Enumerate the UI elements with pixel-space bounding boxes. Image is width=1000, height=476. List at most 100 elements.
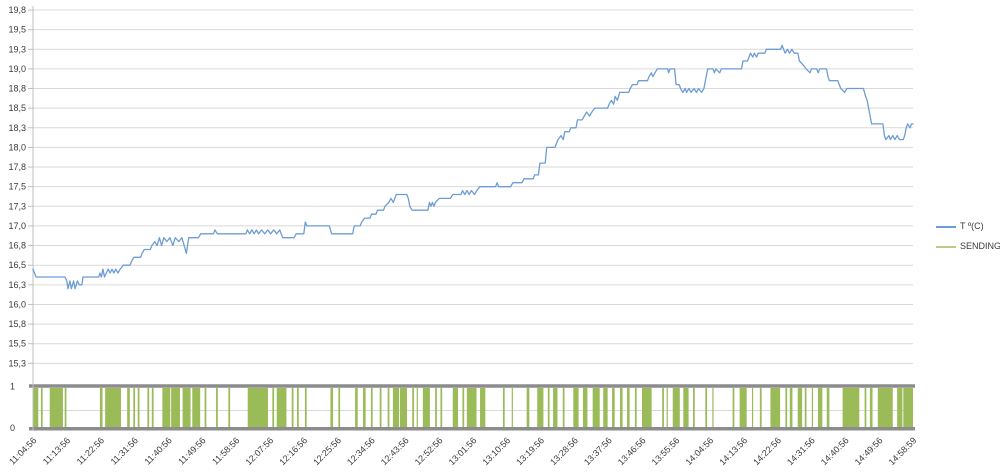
sending-bar [693, 388, 695, 427]
sending-bar [634, 388, 637, 427]
sending-bar [338, 388, 341, 427]
legend-item-temperature: T º(C) [936, 221, 1000, 232]
sending-bar [662, 388, 664, 427]
sending-bar [666, 388, 668, 427]
sending-bar [811, 388, 813, 427]
sending-bar [171, 388, 180, 427]
sending-bar [480, 388, 486, 427]
sending-bar [751, 388, 754, 427]
x-axis-label: 14:58:59 [887, 435, 919, 467]
sending-bar [817, 388, 823, 427]
y-axis-label: 15,8 [8, 319, 26, 329]
digital-axis-label-1: 1 [10, 382, 15, 392]
sending-bar [683, 388, 689, 427]
sending-bar [612, 388, 615, 427]
y-axis-label: 17,8 [8, 162, 26, 172]
sending-bar [547, 388, 550, 427]
x-axis-label: 14:40:56 [819, 435, 851, 467]
temperature-line-swatch [936, 225, 956, 228]
sending-bar [276, 388, 287, 427]
sending-bar [40, 388, 43, 427]
x-axis-label: 11:58:56 [210, 435, 241, 466]
sending-bar [526, 388, 530, 427]
sending-bar [537, 388, 544, 427]
sending-bar [291, 388, 294, 427]
sending-bar [897, 388, 903, 427]
sending-bar [877, 388, 893, 427]
sending-bar [826, 388, 830, 427]
x-axis-label: 12:43:56 [379, 435, 411, 467]
y-axis-label: 17,3 [8, 201, 26, 211]
sending-bar [462, 388, 465, 427]
sending-bar [573, 388, 579, 427]
sending-bar [247, 388, 268, 427]
y-axis-label: 18,0 [8, 142, 26, 152]
sending-bar [33, 388, 39, 427]
sending-bar [672, 388, 680, 427]
x-axis-label: 13:37:56 [582, 435, 614, 467]
sending-bar [392, 388, 400, 427]
sending-bar [712, 388, 714, 427]
sending-bar [151, 388, 154, 427]
y-axis-label: 18,5 [8, 103, 26, 113]
sending-bar [272, 388, 275, 427]
x-axis-label: 12:25:56 [311, 435, 343, 467]
x-axis-label: 14:22:56 [751, 435, 783, 467]
y-axis-label: 18,8 [8, 84, 26, 94]
x-axis-label: 11:13:56 [41, 435, 72, 466]
y-axis-label: 19,3 [8, 44, 26, 54]
y-axis-label: 19,8 [8, 5, 26, 15]
sending-bar [64, 388, 67, 427]
sending-bar [435, 388, 437, 427]
sending-bar [739, 388, 747, 427]
x-axis-label: 14:04:56 [683, 435, 715, 467]
sending-bar [641, 388, 652, 427]
sending-bar [330, 388, 334, 427]
legend-label-sending: SENDING [960, 241, 1000, 251]
x-axis-label: 12:52:56 [413, 435, 445, 467]
sending-bar [842, 388, 860, 427]
sending-line-swatch [936, 245, 956, 248]
sending-bar [732, 388, 735, 427]
sending-bar [127, 388, 130, 427]
sending-bar [452, 388, 459, 427]
sending-bar [105, 388, 121, 427]
sending-bar [705, 388, 708, 427]
sending-bar [49, 388, 63, 427]
sending-bar [789, 388, 793, 427]
sending-bar [440, 388, 443, 427]
sending-bar [216, 388, 218, 427]
x-axis-label: 11:31:56 [109, 435, 140, 466]
y-axis-label: 16,8 [8, 241, 26, 251]
sending-bar [804, 388, 807, 427]
sending-bar [592, 388, 600, 427]
y-axis-label: 15,3 [8, 358, 26, 368]
y-axis-label: 19,5 [8, 25, 26, 35]
digital-axis-label-0: 0 [10, 423, 15, 433]
sending-bar [304, 388, 307, 427]
sending-bar [466, 388, 477, 427]
x-axis-label: 14:49:56 [853, 435, 885, 467]
x-axis-label: 13:28:56 [548, 435, 580, 467]
chart-legend: T º(C) SENDING [936, 221, 1000, 261]
sending-bar [759, 388, 762, 427]
sending-bar [416, 388, 418, 427]
y-axis-label: 19,0 [8, 64, 26, 74]
sending-bar [511, 388, 513, 427]
sending-bar [770, 388, 781, 427]
sending-bar [797, 388, 803, 427]
x-axis-label: 14:31:56 [785, 435, 817, 467]
sending-bar [182, 388, 191, 427]
y-axis-label: 17,5 [8, 182, 26, 192]
sending-bar [228, 388, 231, 427]
sending-bar [137, 388, 140, 427]
x-axis-label: 13:01:56 [447, 435, 479, 467]
x-axis-label: 14:13:56 [717, 435, 749, 467]
sending-bar [412, 388, 415, 427]
sending-bar [133, 388, 136, 427]
sending-bar [785, 388, 788, 427]
x-axis-label: 11:22:56 [75, 435, 106, 466]
sending-bar [147, 388, 150, 427]
